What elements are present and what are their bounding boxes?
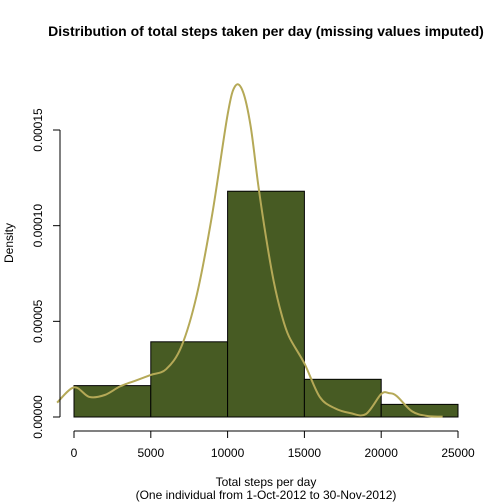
x-tick-label: 25000 (441, 446, 475, 460)
y-tick-label: 0.00015 (31, 108, 45, 152)
x-axis-sublabel: (One individual from 1-Oct-2012 to 30-No… (136, 488, 397, 502)
y-tick-label: 0.00010 (31, 204, 45, 248)
density-curve (56, 83, 443, 418)
y-axis-label: Density (2, 223, 16, 263)
histogram-bars (73, 190, 459, 418)
y-tick-label: 0.00000 (31, 395, 45, 439)
x-tick-label: 5000 (137, 446, 164, 460)
y-tick-label: 0.00005 (31, 299, 45, 343)
x-axis-ticks: 0 5000 10000 15000 20000 25000 (71, 431, 475, 460)
histogram-bar (150, 341, 229, 418)
y-axis-ticks: 0.00000 0.00005 0.00010 0.00015 (31, 108, 60, 439)
histogram-bar (380, 403, 459, 418)
x-tick-label: 20000 (365, 446, 399, 460)
x-tick-label: 0 (71, 446, 78, 460)
x-tick-label: 10000 (211, 446, 245, 460)
x-axis-label: Total steps per day (216, 475, 317, 489)
chart-title: Distribution of total steps taken per da… (48, 23, 484, 39)
x-tick-label: 15000 (288, 446, 322, 460)
histogram-bar (227, 190, 305, 418)
